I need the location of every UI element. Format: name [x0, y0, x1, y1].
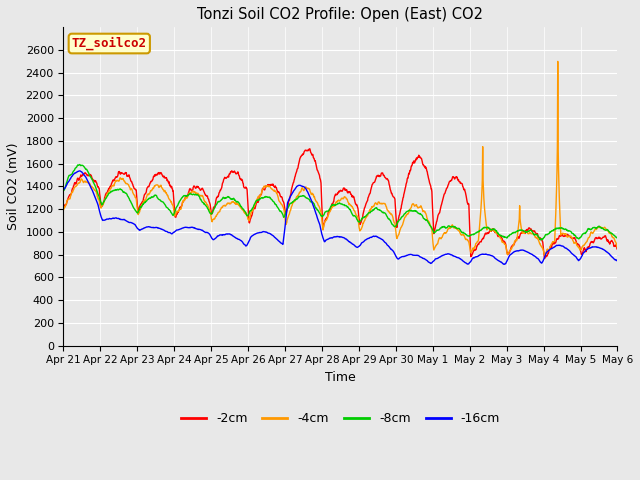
Line: -16cm: -16cm: [63, 171, 618, 264]
-16cm: [427, 261, 435, 266]
-16cm: [60, 187, 67, 192]
-8cm: [170, 212, 177, 218]
Title: Tonzi Soil CO2 Profile: Open (East) CO2: Tonzi Soil CO2 Profile: Open (East) CO2: [198, 7, 483, 22]
-8cm: [60, 188, 67, 194]
-8cm: [499, 233, 507, 239]
-4cm: [548, 240, 556, 246]
-8cm: [245, 211, 253, 216]
-2cm: [548, 241, 556, 247]
-8cm: [427, 224, 435, 229]
-2cm: [306, 146, 314, 152]
Legend: -2cm, -4cm, -8cm, -16cm: -2cm, -4cm, -8cm, -16cm: [176, 408, 505, 431]
-16cm: [548, 245, 556, 251]
-16cm: [499, 261, 507, 267]
-4cm: [60, 207, 67, 213]
-4cm: [541, 253, 548, 259]
-4cm: [499, 239, 506, 245]
-16cm: [183, 225, 191, 230]
-4cm: [614, 245, 621, 251]
Line: -8cm: -8cm: [63, 165, 618, 240]
-4cm: [170, 204, 177, 209]
-2cm: [170, 188, 177, 194]
-4cm: [244, 217, 252, 223]
-16cm: [170, 229, 177, 235]
-4cm: [554, 59, 562, 64]
-16cm: [500, 262, 508, 267]
Y-axis label: Soil CO2 (mV): Soil CO2 (mV): [7, 143, 20, 230]
X-axis label: Time: Time: [325, 371, 356, 384]
-4cm: [426, 222, 434, 228]
-8cm: [548, 228, 556, 234]
Text: TZ_soilco2: TZ_soilco2: [72, 37, 147, 50]
-8cm: [76, 162, 83, 168]
-2cm: [499, 239, 507, 244]
-4cm: [183, 195, 191, 201]
-2cm: [244, 214, 252, 220]
-2cm: [541, 256, 548, 262]
-8cm: [537, 237, 545, 242]
-16cm: [614, 258, 621, 264]
-2cm: [614, 247, 621, 252]
-8cm: [614, 236, 621, 241]
Line: -4cm: -4cm: [63, 61, 618, 256]
-8cm: [183, 193, 191, 199]
Line: -2cm: -2cm: [63, 149, 618, 259]
-16cm: [76, 168, 83, 174]
-2cm: [183, 193, 191, 199]
-16cm: [245, 238, 253, 244]
-2cm: [60, 205, 67, 211]
-2cm: [427, 183, 435, 189]
